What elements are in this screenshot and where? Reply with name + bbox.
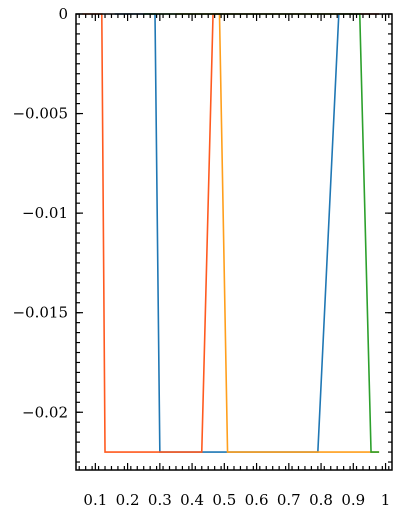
series-layer xyxy=(82,13,380,453)
tick-label-layer: 0.1 0.2 0.3 0.4 0.5 0.6 0.7 0.8 0.9 1 0 −0.005 −0.01… xyxy=(12,5,390,509)
series-line-2 xyxy=(175,13,380,453)
x-tick-label-0: 0.1 xyxy=(83,491,107,509)
x-tick-label-5: 0.6 xyxy=(245,491,269,509)
y-tick-label-3: −0.015 xyxy=(12,304,68,322)
x-tick-label-6: 0.7 xyxy=(277,491,301,509)
series-line-0 xyxy=(114,13,380,453)
x-tick-label-7: 0.8 xyxy=(309,491,333,509)
series-line-3 xyxy=(143,13,380,453)
x-tick-label-9: 1 xyxy=(381,491,391,509)
x-tick-label-1: 0.2 xyxy=(116,491,140,509)
x-tick-label-3: 0.4 xyxy=(180,491,204,509)
x-tick-label-8: 0.9 xyxy=(341,491,365,509)
x-tick-label-4: 0.5 xyxy=(212,491,236,509)
y-tick-label-2: −0.01 xyxy=(22,204,68,222)
y-tick-label-0: 0 xyxy=(58,5,68,23)
y-tick-label-1: −0.005 xyxy=(12,105,68,123)
y-tick-label-4: −0.02 xyxy=(22,403,68,421)
x-tick-label-2: 0.3 xyxy=(148,491,172,509)
series-line-1 xyxy=(82,13,380,453)
tick-layer xyxy=(76,13,392,470)
plot-frame xyxy=(75,13,393,471)
